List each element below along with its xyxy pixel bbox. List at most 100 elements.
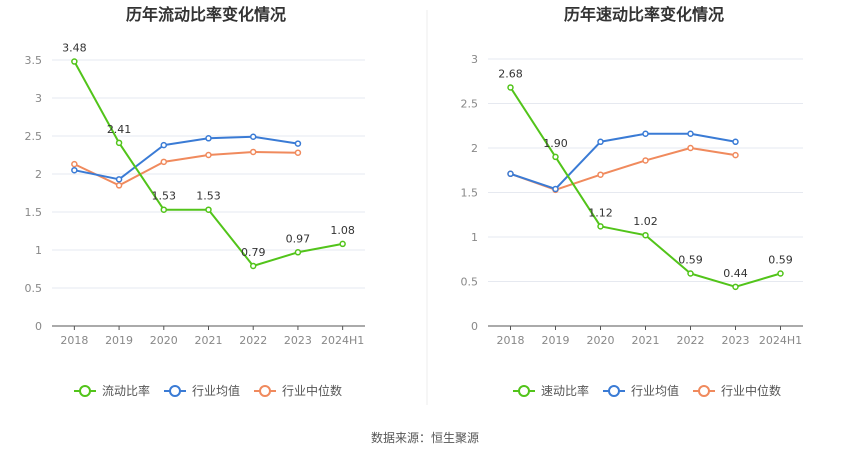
series-line-industry_median [510, 147, 736, 191]
data-point-industry_avg [507, 170, 514, 178]
data-point-company [71, 58, 78, 65]
legend-label: 速动比率 [541, 383, 589, 398]
legend-label: 行业均值 [631, 383, 679, 398]
y-tick-label: 3 [471, 53, 478, 66]
data-point-company [777, 270, 784, 277]
data-point-industry_median [71, 160, 78, 168]
x-tick-label: 2023 [284, 334, 312, 347]
data-point-company [507, 84, 514, 91]
y-tick-label: 2 [471, 142, 478, 155]
legend-swatch-marker [79, 385, 91, 397]
y-tick-label: 1.5 [25, 206, 43, 219]
series-line-industry_avg [510, 132, 736, 190]
y-tick-label: 3.5 [25, 54, 43, 67]
chart-title: 历年速动比率变化情况 [564, 5, 724, 24]
data-point-industry_avg [732, 138, 739, 146]
legend-swatch-marker [518, 385, 530, 397]
y-tick-label: 2 [35, 168, 42, 181]
x-tick-label: 2021 [195, 334, 223, 347]
data-point-industry_median [732, 151, 739, 159]
series-line-industry_median [73, 150, 298, 187]
data-point-industry_avg [642, 130, 649, 138]
x-tick-label: 2021 [632, 334, 660, 347]
data-point-company [642, 231, 649, 239]
x-tick-label: 2018 [60, 334, 88, 347]
y-tick-label: 0.5 [25, 282, 43, 295]
legend-swatch-marker [698, 385, 710, 397]
legend-swatch-marker [259, 385, 271, 397]
y-tick-label: 2.5 [461, 98, 479, 111]
y-tick-label: 0 [35, 320, 42, 333]
data-point-industry_median [160, 158, 168, 166]
data-point-industry_avg [205, 135, 212, 142]
data-point-industry_avg [71, 166, 78, 174]
data-label: 1.08 [330, 224, 355, 237]
data-label: 0.44 [723, 267, 748, 280]
legend-label: 行业中位数 [282, 383, 342, 398]
data-label: 1.90 [543, 137, 568, 150]
y-tick-label: 3 [35, 92, 42, 105]
data-label: 2.68 [498, 67, 523, 80]
data-label: 0.59 [678, 253, 703, 266]
data-point-industry_avg [552, 185, 559, 193]
x-tick-label: 2019 [542, 334, 570, 347]
y-tick-label: 1 [35, 244, 42, 257]
x-tick-label: 2018 [497, 334, 525, 347]
x-tick-label: 2019 [105, 334, 133, 347]
data-point-industry_avg [160, 141, 168, 149]
y-tick-label: 0.5 [461, 276, 479, 289]
y-tick-label: 2.5 [25, 130, 43, 143]
data-point-industry_median [597, 171, 604, 178]
data-point-industry_median [642, 157, 649, 164]
data-label: 1.02 [633, 215, 658, 228]
legend-label: 流动比率 [102, 383, 150, 398]
y-tick-label: 1 [471, 231, 478, 244]
legend-swatch-marker [169, 385, 181, 397]
data-label: 1.53 [152, 190, 177, 203]
data-point-company [597, 223, 604, 230]
series-line-industry_avg [74, 135, 299, 181]
data-point-company [294, 249, 302, 256]
data-label: 1.53 [196, 190, 221, 203]
x-tick-label: 2024H1 [759, 334, 802, 347]
data-label: 0.59 [768, 253, 793, 266]
data-point-industry_avg [597, 138, 604, 146]
data-label: 0.97 [286, 232, 311, 245]
data-point-company [115, 139, 123, 147]
data-source-note: 数据来源：恒生聚源 [371, 430, 479, 445]
data-point-company [160, 206, 168, 213]
data-point-company [732, 283, 739, 291]
data-point-industry_median [294, 149, 302, 156]
data-label: 2.41 [107, 123, 132, 136]
x-tick-label: 2023 [722, 334, 750, 347]
data-point-company [339, 240, 346, 248]
data-point-industry_median [687, 144, 694, 152]
data-point-company [205, 206, 212, 213]
quick-ratio-chart: 历年速动比率变化情况 0 0.5 1 1.5 2 2.5 3 2018 2019 2020 2021… [461, 5, 803, 398]
data-point-industry_median [205, 151, 212, 159]
data-point-industry_avg [115, 176, 123, 183]
data-point-company [687, 270, 694, 277]
x-tick-label: 2022 [677, 334, 705, 347]
data-point-industry_avg [687, 130, 694, 138]
legend-label: 行业中位数 [721, 383, 781, 398]
data-point-industry_avg [294, 140, 302, 147]
data-point-industry_avg [249, 133, 257, 141]
data-label: 1.12 [588, 206, 613, 219]
data-label: 3.48 [62, 42, 87, 55]
data-point-industry_median [115, 182, 123, 189]
x-tick-label: 2024H1 [321, 334, 364, 347]
y-tick-label: 0 [471, 320, 478, 333]
data-point-industry_median [249, 148, 257, 156]
data-point-company [552, 153, 559, 161]
y-tick-label: 1.5 [461, 187, 479, 200]
legend-label: 行业均值 [192, 383, 240, 398]
legend-swatch-marker [608, 385, 620, 397]
x-tick-label: 2020 [150, 334, 178, 347]
x-tick-label: 2020 [587, 334, 615, 347]
x-tick-label: 2022 [239, 334, 267, 347]
data-label: 0.79 [241, 246, 266, 259]
current-ratio-chart: 历年流动比率变化情况 0 0.5 1 1.5 2 2.5 3 3.5 2018 2019 2020 2… [25, 5, 365, 398]
data-point-company [249, 262, 257, 270]
